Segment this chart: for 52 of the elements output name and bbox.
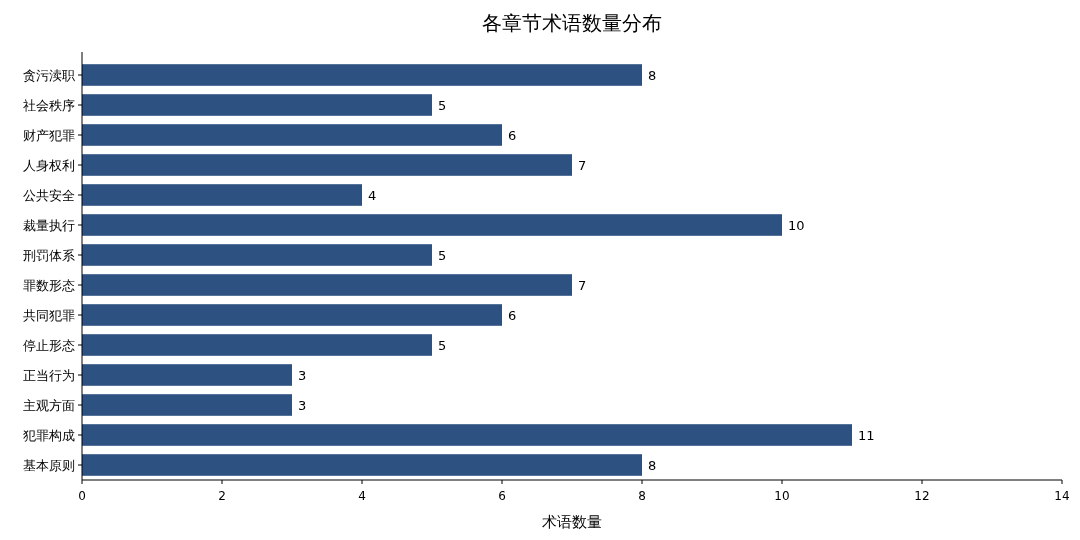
bar xyxy=(82,64,642,86)
y-tick-label: 罪数形态 xyxy=(23,278,75,293)
data-label: 8 xyxy=(648,458,657,473)
bar xyxy=(82,454,642,476)
y-tick-label: 刑罚体系 xyxy=(23,248,75,263)
data-label: 5 xyxy=(438,248,447,263)
bar xyxy=(82,364,292,386)
data-label: 11 xyxy=(858,428,875,443)
y-tick-label: 犯罪构成 xyxy=(23,428,75,443)
data-label: 5 xyxy=(438,98,447,113)
x-tick-label: 8 xyxy=(638,489,646,503)
y-tick-label: 停止形态 xyxy=(23,338,75,353)
bar xyxy=(82,304,502,326)
data-label: 10 xyxy=(788,218,805,233)
chart-title: 各章节术语数量分布 xyxy=(482,11,662,35)
x-axis-title: 术语数量 xyxy=(542,513,602,531)
data-label: 4 xyxy=(368,188,377,203)
y-tick-label: 主观方面 xyxy=(23,398,75,413)
x-tick-label: 2 xyxy=(218,489,226,503)
bar xyxy=(82,394,292,416)
y-tick-label: 裁量执行 xyxy=(23,218,75,233)
bar xyxy=(82,124,502,146)
y-tick-label: 共同犯罪 xyxy=(23,308,75,323)
data-label: 7 xyxy=(578,158,587,173)
data-label: 6 xyxy=(508,308,517,323)
x-tick-label: 0 xyxy=(78,489,86,503)
data-label: 8 xyxy=(648,68,657,83)
y-tick-label: 贪污渎职 xyxy=(23,68,75,83)
data-label: 7 xyxy=(578,278,587,293)
bar xyxy=(82,214,782,236)
bar xyxy=(82,184,362,206)
data-label: 6 xyxy=(508,128,517,143)
y-tick-label: 公共安全 xyxy=(23,188,75,203)
x-tick-label: 12 xyxy=(914,489,930,503)
x-tick-label: 6 xyxy=(498,489,506,503)
y-tick-label: 社会秩序 xyxy=(23,98,75,113)
bar xyxy=(82,244,432,266)
y-tick-label: 财产犯罪 xyxy=(23,128,75,143)
bar xyxy=(82,334,432,356)
x-tick-label: 4 xyxy=(358,489,366,503)
data-label: 5 xyxy=(438,338,447,353)
data-label: 3 xyxy=(298,398,307,413)
x-tick-label: 14 xyxy=(1054,489,1070,503)
y-tick-label: 基本原则 xyxy=(23,458,75,473)
x-tick-label: 10 xyxy=(774,489,790,503)
data-label: 3 xyxy=(298,368,307,383)
bar xyxy=(82,154,572,176)
bar xyxy=(82,274,572,296)
bar xyxy=(82,424,852,446)
y-tick-label: 人身权利 xyxy=(23,158,75,173)
bar xyxy=(82,94,432,116)
y-tick-label: 正当行为 xyxy=(23,368,75,383)
